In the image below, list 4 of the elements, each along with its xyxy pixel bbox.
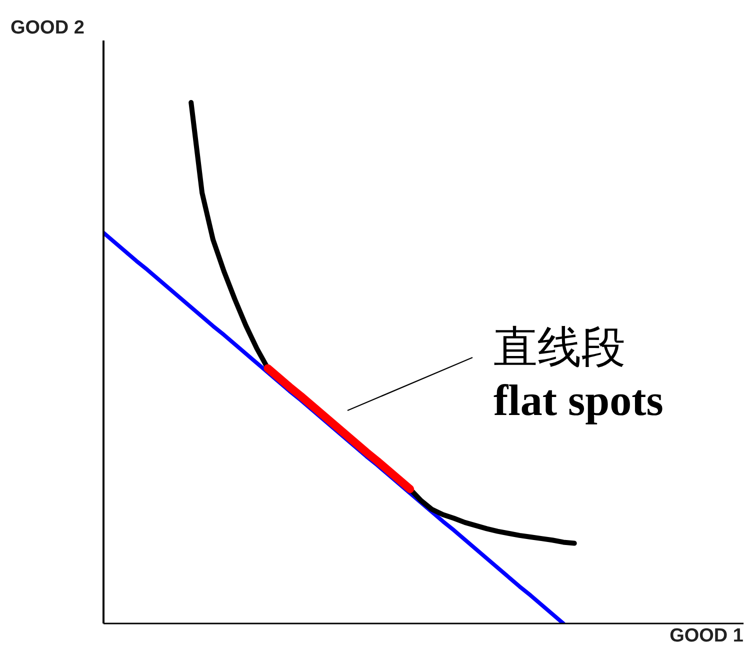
y-axis-title: GOOD 2: [10, 18, 84, 38]
x-axis-title: GOOD 1: [670, 626, 744, 646]
annotation: 直线段: [494, 323, 626, 372]
annotation: flat spots: [494, 376, 664, 425]
